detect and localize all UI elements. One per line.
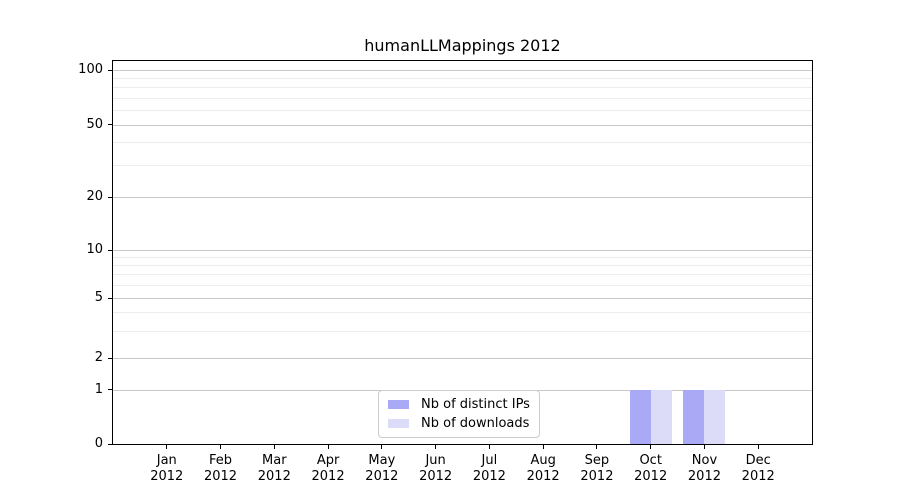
chart-title: humanLLMappings 2012 (364, 36, 561, 55)
minor-gridline-70 (113, 97, 812, 99)
bar-nb-of-distinct-ips-Nov-2012 (683, 390, 705, 444)
y-tick-label-5: 5 (94, 290, 103, 305)
major-gridline-20 (113, 196, 812, 198)
minor-gridline-90 (113, 77, 812, 79)
y-tick-label-50: 50 (86, 116, 103, 132)
y-tick-label-1: 1 (94, 381, 103, 397)
major-gridline-2 (113, 357, 812, 359)
y-tick-mark-2 (108, 357, 113, 359)
legend-label-downloads: Nb of downloads (421, 416, 530, 431)
legend-item-distinct-ips: Nb of distinct IPs (388, 395, 530, 414)
x-tick-label-Jul-2012: Jul 2012 (472, 453, 506, 484)
bar-nb-of-distinct-ips-Oct-2012 (629, 390, 651, 444)
major-gridline-100 (113, 69, 812, 71)
x-tick-mark-May-2012 (381, 445, 383, 449)
minor-gridline-7 (113, 274, 812, 276)
x-tick-mark-Dec-2012 (757, 445, 759, 449)
x-tick-mark-Aug-2012 (542, 445, 544, 449)
y-tick-label-20: 20 (86, 189, 103, 204)
y-tick-mark-1 (108, 389, 113, 391)
minor-gridline-6 (113, 284, 812, 286)
x-tick-mark-Jan-2012 (166, 445, 168, 449)
x-tick-label-Mar-2012: Mar 2012 (257, 453, 291, 484)
x-tick-label-Nov-2012: Nov 2012 (687, 453, 721, 484)
minor-gridline-9 (113, 256, 812, 258)
y-tick-mark-10 (108, 249, 113, 251)
x-tick-label-Jun-2012: Jun 2012 (419, 453, 453, 484)
x-tick-label-May-2012: May 2012 (365, 453, 399, 484)
bar-nb-of-downloads-Oct-2012 (650, 390, 672, 444)
x-tick-label-Dec-2012: Dec 2012 (741, 453, 775, 484)
bar-nb-of-downloads-Nov-2012 (704, 390, 726, 444)
y-tick-label-0: 0 (94, 436, 103, 451)
legend-swatch-downloads (388, 419, 409, 428)
y-tick-mark-50 (108, 124, 113, 126)
x-tick-label-Oct-2012: Oct 2012 (634, 453, 668, 484)
minor-gridline-4 (113, 312, 812, 314)
y-tick-label-10: 10 (86, 242, 103, 257)
major-gridline-50 (113, 124, 812, 126)
legend-swatch-distinct-ips (388, 400, 409, 409)
x-tick-label-Aug-2012: Aug 2012 (526, 453, 560, 484)
y-tick-mark-20 (108, 196, 113, 198)
x-tick-label-Feb-2012: Feb 2012 (203, 453, 238, 484)
minor-gridline-80 (113, 87, 812, 89)
major-gridline-5 (113, 297, 812, 299)
legend-label-distinct-ips: Nb of distinct IPs (421, 397, 530, 412)
x-tick-mark-Nov-2012 (703, 445, 705, 449)
y-tick-mark-0 (108, 443, 113, 445)
y-tick-label-100: 100 (78, 62, 103, 77)
plot-area: Nb of distinct IPs Nb of downloads (112, 60, 813, 445)
minor-gridline-40 (113, 142, 812, 144)
y-tick-label-2: 2 (94, 350, 103, 366)
minor-gridline-30 (113, 164, 812, 166)
y-tick-mark-5 (108, 297, 113, 299)
x-tick-label-Sep-2012: Sep 2012 (580, 453, 614, 484)
x-tick-mark-Mar-2012 (273, 445, 275, 449)
minor-gridline-60 (113, 110, 812, 112)
x-tick-mark-Oct-2012 (650, 445, 652, 449)
x-tick-mark-Jun-2012 (435, 445, 437, 449)
legend: Nb of distinct IPs Nb of downloads (378, 390, 540, 438)
x-tick-label-Apr-2012: Apr 2012 (311, 453, 345, 484)
x-tick-mark-Apr-2012 (327, 445, 329, 449)
x-tick-mark-Feb-2012 (220, 445, 222, 449)
x-tick-label-Jan-2012: Jan 2012 (150, 453, 184, 484)
legend-item-downloads: Nb of downloads (388, 414, 530, 433)
minor-gridline-8 (113, 264, 812, 266)
x-tick-mark-Sep-2012 (596, 445, 598, 449)
y-tick-mark-100 (108, 69, 113, 71)
minor-gridline-3 (113, 330, 812, 332)
x-tick-mark-Jul-2012 (488, 445, 490, 449)
major-gridline-10 (113, 249, 812, 251)
